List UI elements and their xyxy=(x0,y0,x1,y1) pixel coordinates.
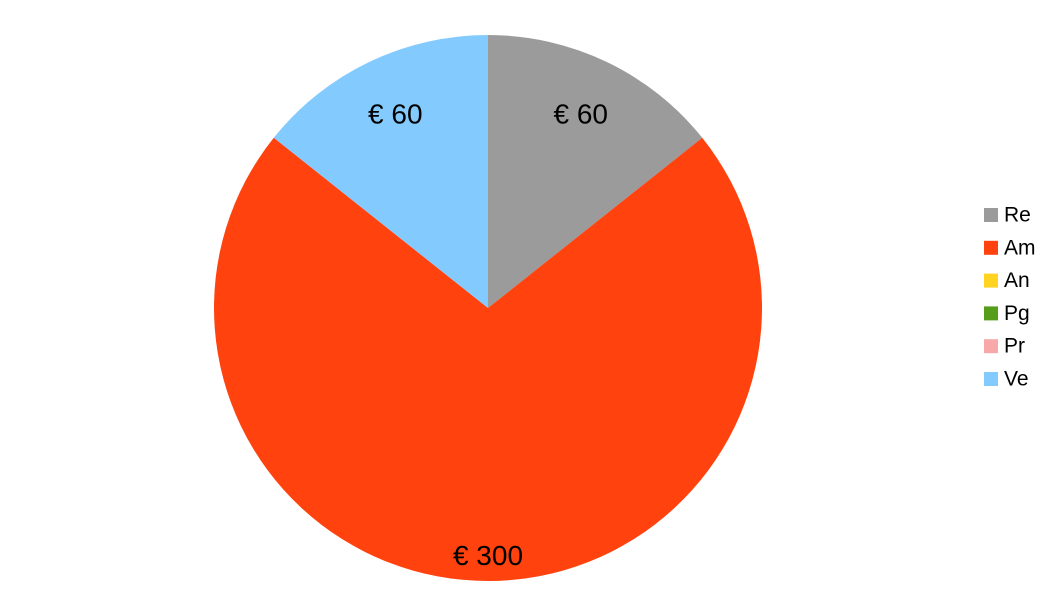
legend-label-ve: Ve xyxy=(1004,368,1029,391)
legend-swatch-pg xyxy=(984,306,998,321)
legend-swatch-an xyxy=(984,273,998,288)
data-label-am: € 300 xyxy=(453,540,523,571)
pie-slice-re xyxy=(488,35,703,308)
legend: Re Am An Pg Pr Ve xyxy=(984,204,1036,391)
legend-label-re: Re xyxy=(1004,204,1031,227)
legend-label-pr: Pr xyxy=(1004,335,1025,358)
legend-swatch-ve xyxy=(984,372,998,386)
pie-slice-ve xyxy=(273,35,488,308)
pie-slice-am xyxy=(213,137,762,581)
legend-label-an: An xyxy=(1004,269,1030,292)
legend-label-pg: Pg xyxy=(1004,302,1030,325)
legend-swatch-am xyxy=(984,240,998,255)
legend-label-am: Am xyxy=(1004,236,1036,259)
data-label-ve: € 60 xyxy=(368,99,423,130)
pie-slices xyxy=(213,35,762,581)
data-label-re: € 60 xyxy=(553,99,608,130)
legend-swatch-pr xyxy=(984,339,998,354)
legend-swatch-re xyxy=(984,208,998,222)
pie-data-labels: € 60 € 300 € 60 xyxy=(368,99,608,572)
